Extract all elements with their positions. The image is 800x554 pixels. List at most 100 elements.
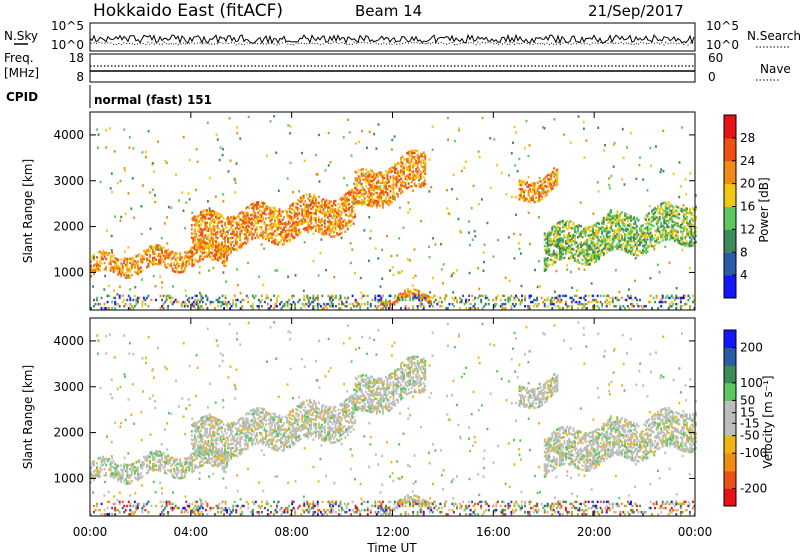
power-cell bbox=[590, 239, 593, 243]
power-cell bbox=[100, 252, 103, 255]
power-cell bbox=[239, 137, 242, 140]
power-cell bbox=[592, 241, 595, 244]
power-cell bbox=[234, 247, 237, 251]
power-cell bbox=[208, 176, 211, 180]
power-cell bbox=[680, 207, 683, 211]
power-cell bbox=[561, 252, 564, 256]
power-cell bbox=[623, 249, 626, 252]
power-cell bbox=[631, 226, 634, 229]
power-cell bbox=[287, 124, 290, 127]
power-cell bbox=[409, 168, 412, 172]
power-cell bbox=[567, 224, 570, 227]
power-cell bbox=[616, 247, 619, 250]
power-cell bbox=[374, 187, 377, 190]
power-cell bbox=[577, 229, 579, 233]
power-cell bbox=[304, 200, 307, 203]
power-cell bbox=[543, 269, 546, 272]
power-cell bbox=[416, 304, 419, 308]
power-cell bbox=[340, 196, 343, 200]
power-cell bbox=[320, 224, 323, 227]
power-cell bbox=[374, 185, 377, 188]
power-cell bbox=[212, 210, 214, 213]
power-cell bbox=[422, 165, 425, 169]
power-cell bbox=[621, 178, 623, 181]
power-cell bbox=[625, 213, 628, 216]
power-cell bbox=[257, 215, 260, 219]
power-cell bbox=[168, 263, 171, 267]
power-cell bbox=[564, 225, 567, 229]
power-cell bbox=[599, 244, 602, 247]
power-cell bbox=[414, 274, 417, 277]
power-cell bbox=[148, 249, 151, 253]
power-cell bbox=[658, 230, 661, 233]
power-cell bbox=[617, 237, 620, 240]
power-cell bbox=[322, 212, 325, 216]
power-cell bbox=[120, 270, 123, 274]
power-cell bbox=[649, 239, 652, 243]
velocity-cell bbox=[93, 460, 95, 463]
power-cell bbox=[356, 171, 359, 175]
power-cell bbox=[322, 208, 325, 211]
power-cell bbox=[245, 235, 248, 239]
power-cell bbox=[182, 264, 185, 267]
power-cell bbox=[345, 223, 348, 227]
power-cell bbox=[521, 298, 523, 302]
power-cell bbox=[371, 180, 374, 183]
power-cell bbox=[360, 174, 363, 177]
power-cell bbox=[584, 263, 587, 266]
power-cell bbox=[320, 205, 323, 208]
power-cell bbox=[608, 296, 611, 300]
power-cell bbox=[610, 221, 613, 225]
power-cell bbox=[634, 229, 637, 232]
power-cell bbox=[628, 214, 631, 218]
power-cell bbox=[592, 251, 595, 254]
power-cell bbox=[206, 200, 209, 203]
power-cell bbox=[269, 211, 272, 214]
power-cell bbox=[431, 304, 434, 308]
power-cell bbox=[527, 194, 530, 197]
power-cell bbox=[328, 226, 331, 230]
power-cell bbox=[148, 253, 151, 257]
power-cell bbox=[247, 300, 250, 304]
power-cell bbox=[326, 228, 329, 232]
power-cell bbox=[613, 218, 616, 222]
power-cell bbox=[159, 263, 162, 266]
power-cell bbox=[626, 146, 628, 149]
power-cell bbox=[429, 296, 432, 299]
power-cell bbox=[314, 196, 317, 199]
power-cell bbox=[310, 201, 313, 204]
power-cell bbox=[616, 216, 619, 219]
power-cell bbox=[625, 239, 628, 243]
power-cell bbox=[328, 229, 331, 232]
power-cell bbox=[415, 159, 418, 163]
power-cell bbox=[209, 251, 212, 254]
power-cell bbox=[126, 266, 129, 269]
power-cell bbox=[90, 268, 92, 272]
power-cell bbox=[428, 295, 431, 299]
power-cell bbox=[407, 294, 410, 298]
velocity-cell bbox=[118, 471, 121, 475]
power-cell bbox=[210, 209, 213, 213]
power-cell bbox=[645, 243, 647, 246]
power-cell bbox=[590, 258, 593, 261]
power-cell bbox=[395, 300, 397, 303]
power-cell bbox=[326, 216, 329, 219]
power-cell bbox=[595, 255, 598, 259]
power-cell bbox=[533, 186, 536, 189]
power-cell bbox=[398, 237, 401, 240]
power-cell bbox=[323, 204, 326, 208]
power-cell bbox=[424, 161, 427, 165]
power-cell bbox=[604, 244, 607, 247]
power-cell bbox=[586, 244, 589, 248]
power-cell bbox=[546, 296, 549, 300]
power-cell bbox=[219, 213, 222, 217]
power-cell bbox=[409, 164, 412, 168]
power-cell bbox=[619, 212, 622, 216]
power-cell bbox=[158, 248, 161, 251]
power-cell bbox=[254, 205, 257, 209]
power-cell bbox=[362, 194, 365, 198]
power-cell bbox=[345, 203, 348, 206]
power-cell bbox=[551, 187, 554, 190]
power-cell bbox=[236, 222, 239, 225]
power-cell bbox=[680, 185, 682, 188]
